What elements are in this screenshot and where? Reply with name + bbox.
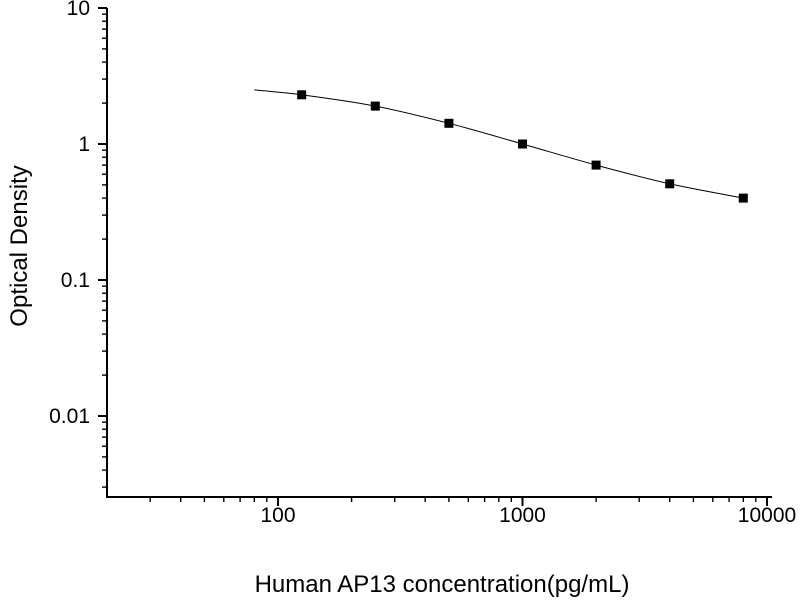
x-tick-label: 100 [260, 504, 295, 527]
y-axis-title: Optical Density [6, 165, 33, 326]
y-tick-label: 0.01 [49, 405, 90, 428]
y-tick-label: 0.1 [61, 269, 90, 292]
data-point-marker [297, 90, 307, 100]
data-point-marker [591, 160, 601, 170]
data-point-marker [738, 193, 748, 203]
data-point-marker [444, 118, 454, 128]
axes [106, 8, 772, 498]
data-point-marker [665, 179, 675, 189]
x-tick-label: 1000 [499, 504, 546, 527]
x-axis-title: Human AP13 concentration(pg/mL) [255, 571, 630, 598]
x-tick-label: 10000 [738, 504, 796, 527]
tick-labels: 100 1000 10000 10 1 0.1 0.01 [49, 0, 796, 527]
curve-series [254, 89, 748, 203]
data-point-marker [518, 139, 527, 149]
y-tick-label: 10 [67, 0, 90, 20]
axis-ticks [98, 7, 768, 506]
y-tick-label: 1 [78, 133, 90, 156]
data-point-marker [370, 101, 380, 111]
fit-curve-line [254, 89, 744, 199]
